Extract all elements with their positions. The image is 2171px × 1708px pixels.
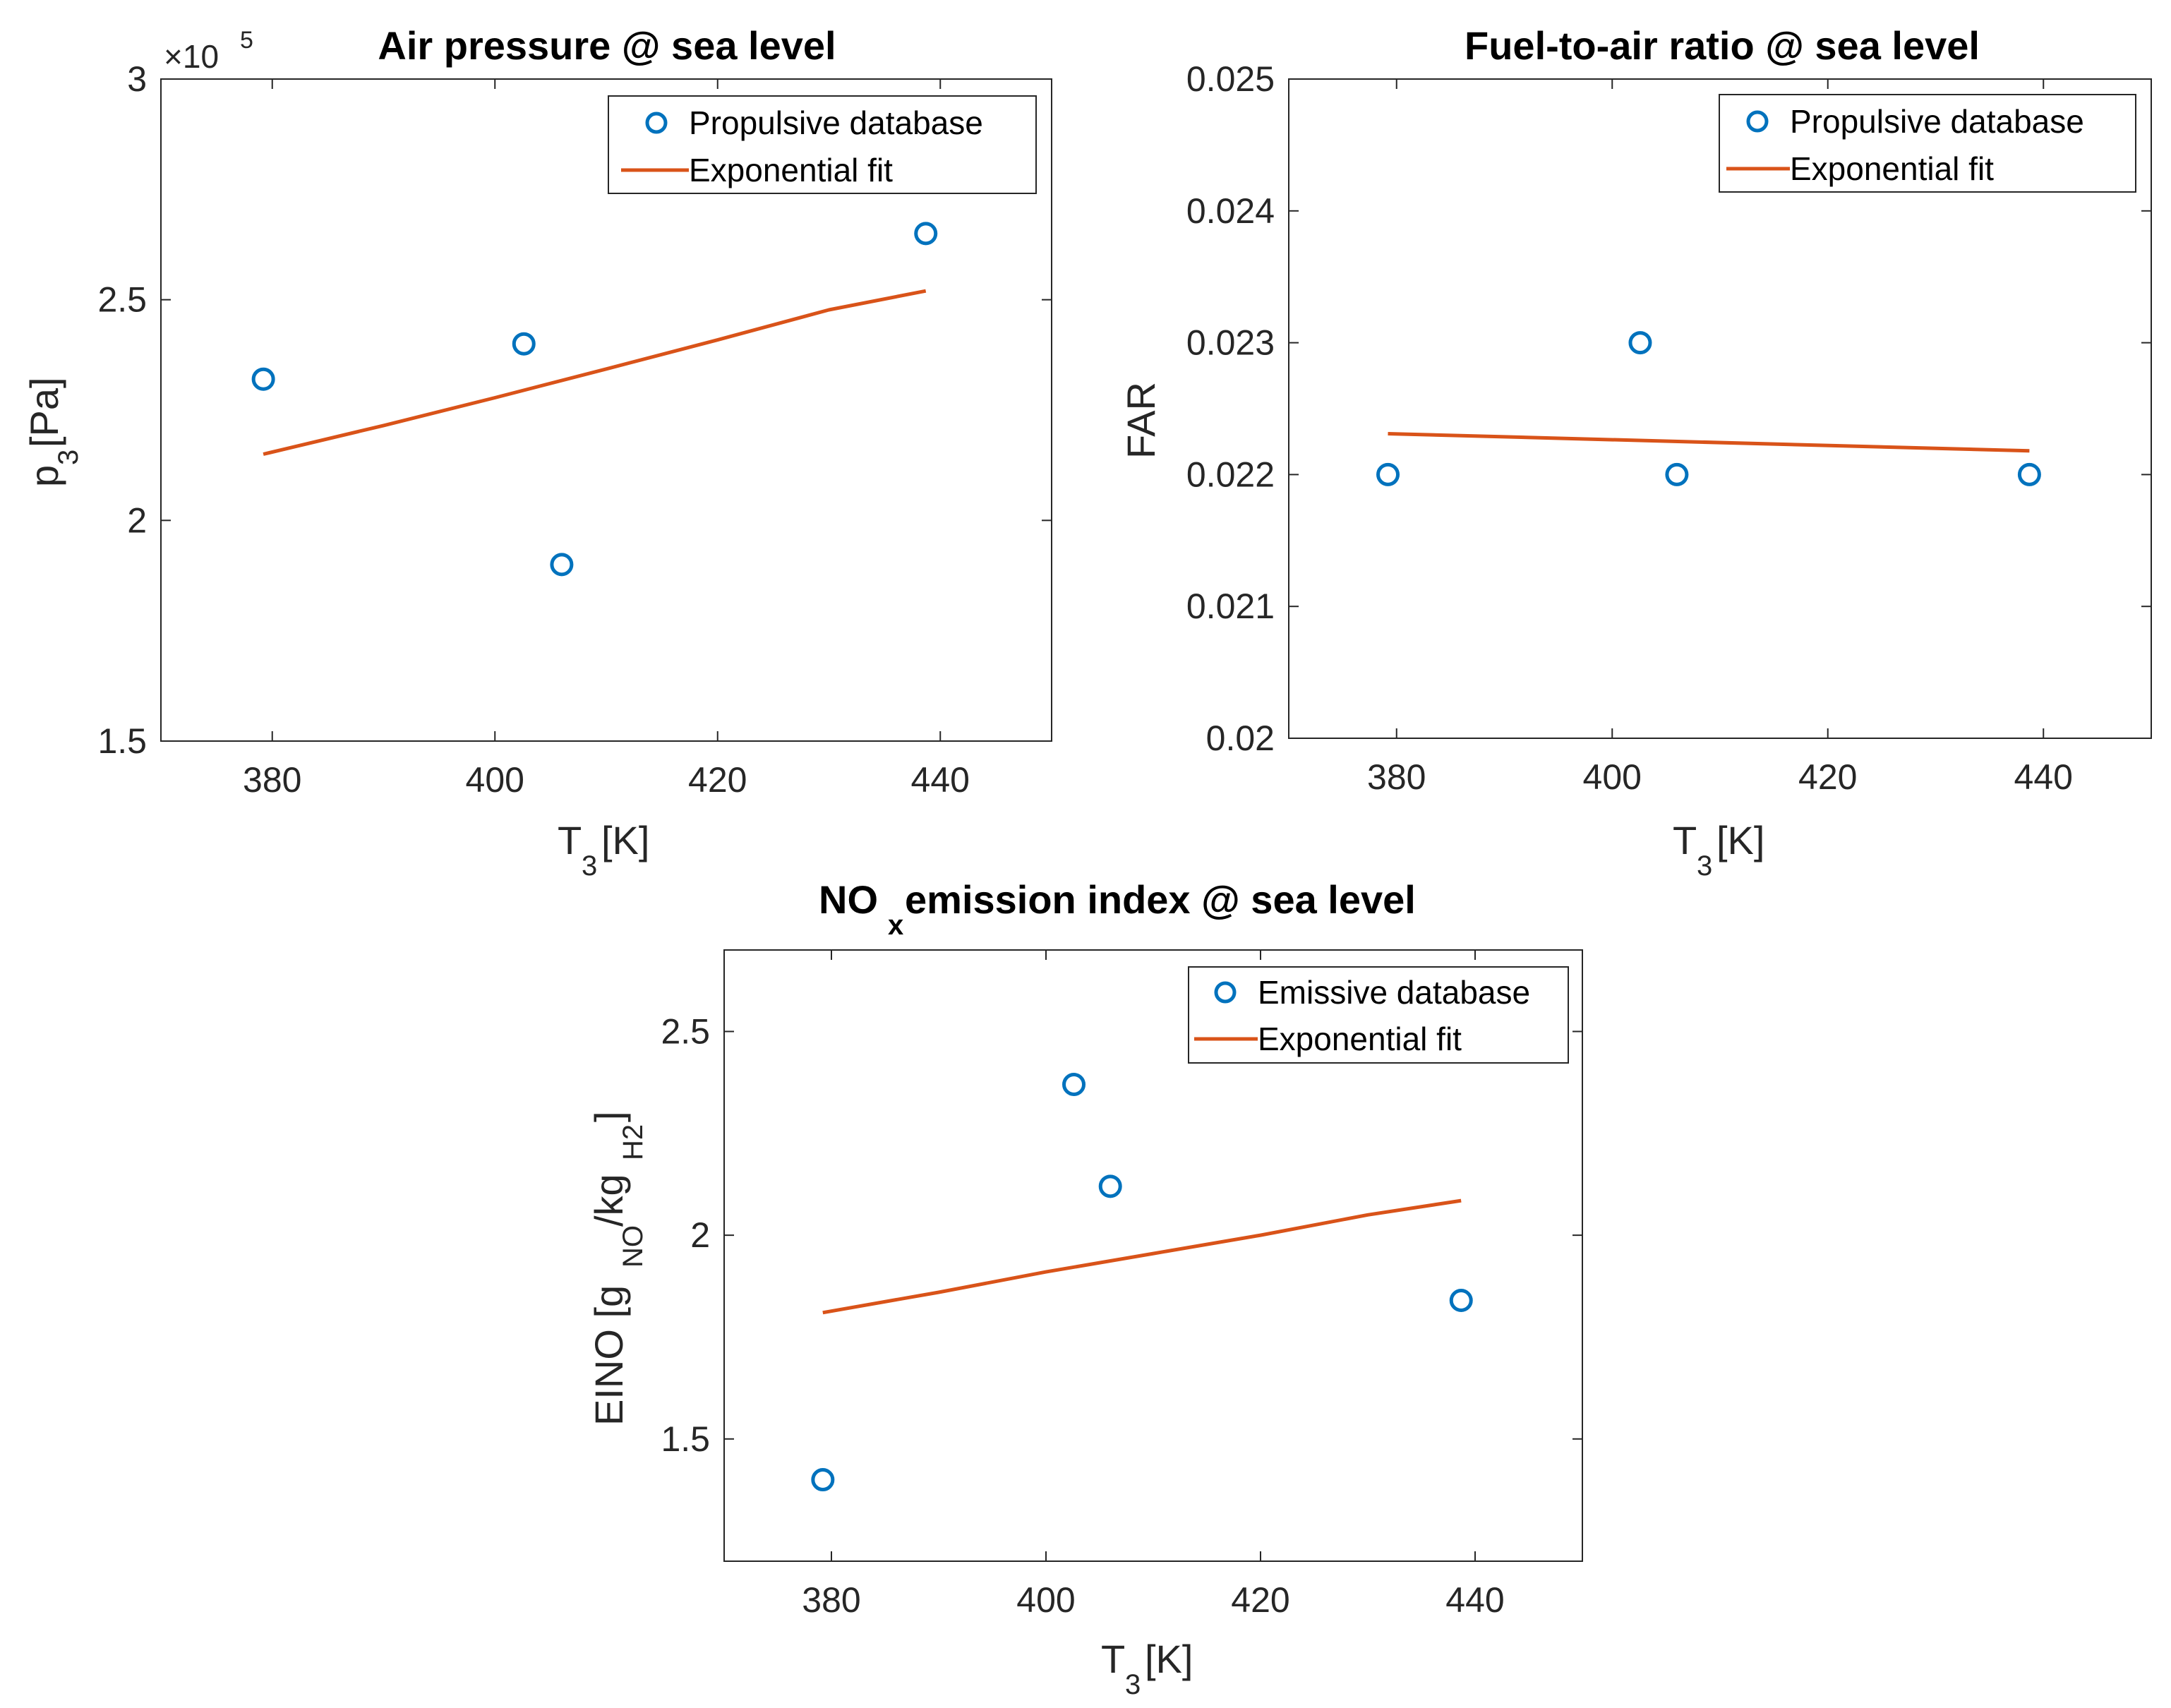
y-axis-label: EINO [g NO /kg H2 ] [587,1111,649,1426]
legend-entry-fit: Exponential fit [1258,1021,1462,1057]
y-axis-label-part-4: H2 [618,1124,649,1160]
fit-line [822,1198,1462,1315]
y-axis-label-part-2: NO [618,1225,649,1268]
data-point [1665,462,1689,486]
y-exponent-label: ×10 5 [164,27,253,75]
y-tick-label: 0.025 [1186,59,1275,99]
y-axis-label-main: FAR [1119,382,1163,459]
x-axis-label-main: T [558,818,582,862]
y-tick-label: 2 [690,1215,710,1255]
x-axis-label: T 3 [K] [1101,1637,1193,1700]
data-point [1449,1289,1473,1313]
y-exponent-power: 5 [240,27,253,54]
data-point [1376,462,1400,486]
panel-fuel-to-air-ratio: Fuel-to-air ratio @ sea level 380 400 420 4… [1119,23,2152,882]
legend-entry-scatter: Emissive database [1258,974,1530,1011]
y-tick-label: 0.021 [1186,587,1275,626]
x-tick-label: 400 [1583,757,1642,797]
x-axis-label-rest: [K] [601,818,649,862]
fit-line [263,289,927,456]
x-axis-label-sub: 3 [1125,1669,1141,1700]
data-point [914,222,938,246]
legend: Emissive database Exponential fit [1188,966,1569,1064]
chart-title-rest: emission index @ sea level [905,877,1416,922]
x-axis-label-main: T [1673,818,1697,862]
y-axis-label-part-5: ] [587,1111,631,1122]
y-tick-label: 2.5 [661,1011,710,1051]
x-tick-label: 380 [1367,757,1426,797]
y-tick-label: 2.5 [97,280,147,320]
x-tick-label: 380 [243,760,301,800]
x-tick-label: 420 [1231,1580,1289,1620]
legend-box [608,95,1037,194]
legend-entry-scatter: Propulsive database [689,104,983,141]
data-point [2017,462,2041,486]
panel-air-pressure: Air pressure @ sea level ×10 5 380 400 420… [22,23,1052,882]
data-point [1098,1174,1122,1198]
x-axis-label-sub: 3 [582,850,597,882]
x-tick-label: 440 [911,760,970,800]
chart-title: Air pressure @ sea level [378,23,836,68]
data-point [512,332,536,356]
legend: Propulsive database Exponential fit [1719,94,2136,193]
chart-title-main: NO [819,877,878,922]
legend-marker [1214,981,1237,1004]
x-tick-label: 380 [802,1580,860,1620]
y-axis-label: p 3 [Pa] [22,377,84,487]
y-axis-label-sub: 3 [53,450,84,465]
x-axis-label-sub: 3 [1697,850,1712,882]
x-tick-label: 400 [466,760,524,800]
chart-title-sub: x [888,910,903,941]
x-tick-label: 440 [1445,1580,1504,1620]
x-axis-label-rest: [K] [1716,818,1764,862]
chart-title: Fuel-to-air ratio @ sea level [1465,23,1980,68]
x-axis-label: T 3 [K] [1673,818,1764,882]
legend: Propulsive database Exponential fit [608,95,1037,194]
y-axis-label-part-3: /kg [587,1174,631,1227]
chart-title: NO x emission index @ sea level [819,877,1416,941]
y-tick-label: 0.023 [1186,323,1275,363]
y-axis-label: FAR [1119,382,1163,459]
legend-entry-scatter: Propulsive database [1790,103,2084,140]
y-axis-label-part-1: EINO [g [587,1285,631,1426]
x-tick-label: 400 [1016,1580,1075,1620]
y-tick-label: 0.022 [1186,455,1275,494]
legend-entry-fit: Exponential fit [689,152,893,188]
panel-nox-emission-index: NO x emission index @ sea level 380 400 42… [587,877,1583,1700]
data-point [1062,1073,1086,1097]
legend-marker [645,112,668,134]
x-axis-label-main: T [1101,1637,1125,1681]
legend-box [1188,966,1569,1064]
y-tick-label: 1.5 [97,721,147,761]
data-point [550,553,574,577]
y-exponent-prefix: ×10 [164,38,219,75]
data-point [1628,331,1652,355]
legend-marker [1746,110,1769,133]
y-axis-label-rest: [Pa] [22,377,66,447]
y-axis-label-main: p [22,465,66,487]
x-axis-label: T 3 [K] [558,818,649,882]
x-axis-label-rest: [K] [1145,1637,1193,1681]
y-tick-label: 1.5 [661,1419,710,1459]
x-tick-label: 420 [688,760,747,800]
data-point [811,1468,835,1492]
fit-line [1388,432,2030,453]
legend-box [1719,94,2136,193]
y-tick-label: 0.024 [1186,191,1275,231]
legend-entry-fit: Exponential fit [1790,150,1994,187]
y-tick-label: 3 [127,59,147,99]
data-point [251,367,275,391]
y-tick-label: 2 [127,500,147,540]
y-tick-label: 0.02 [1206,718,1275,758]
x-tick-label: 440 [2014,757,2073,797]
x-tick-label: 420 [1798,757,1857,797]
